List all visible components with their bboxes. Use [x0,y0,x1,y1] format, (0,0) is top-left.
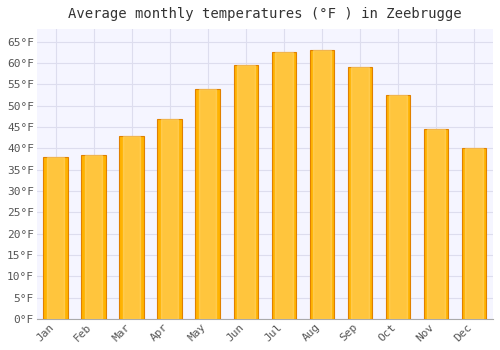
Bar [428,129,444,319]
Bar [44,157,68,319]
Bar [120,135,144,319]
Bar [466,148,482,319]
Bar [85,155,102,319]
Bar [82,155,106,319]
Bar [237,65,254,319]
Bar [310,50,334,319]
Bar [276,52,292,319]
Bar [47,157,64,319]
Title: Average monthly temperatures (°F ) in Zeebrugge: Average monthly temperatures (°F ) in Ze… [68,7,462,21]
Bar [462,148,486,319]
Bar [390,95,406,319]
Bar [199,89,216,319]
Bar [348,68,372,319]
Bar [386,95,410,319]
Bar [352,68,368,319]
Bar [123,135,140,319]
Bar [234,65,258,319]
Bar [161,119,178,319]
Bar [314,50,330,319]
Bar [424,129,448,319]
Bar [272,52,296,319]
Bar [196,89,220,319]
Bar [158,119,182,319]
